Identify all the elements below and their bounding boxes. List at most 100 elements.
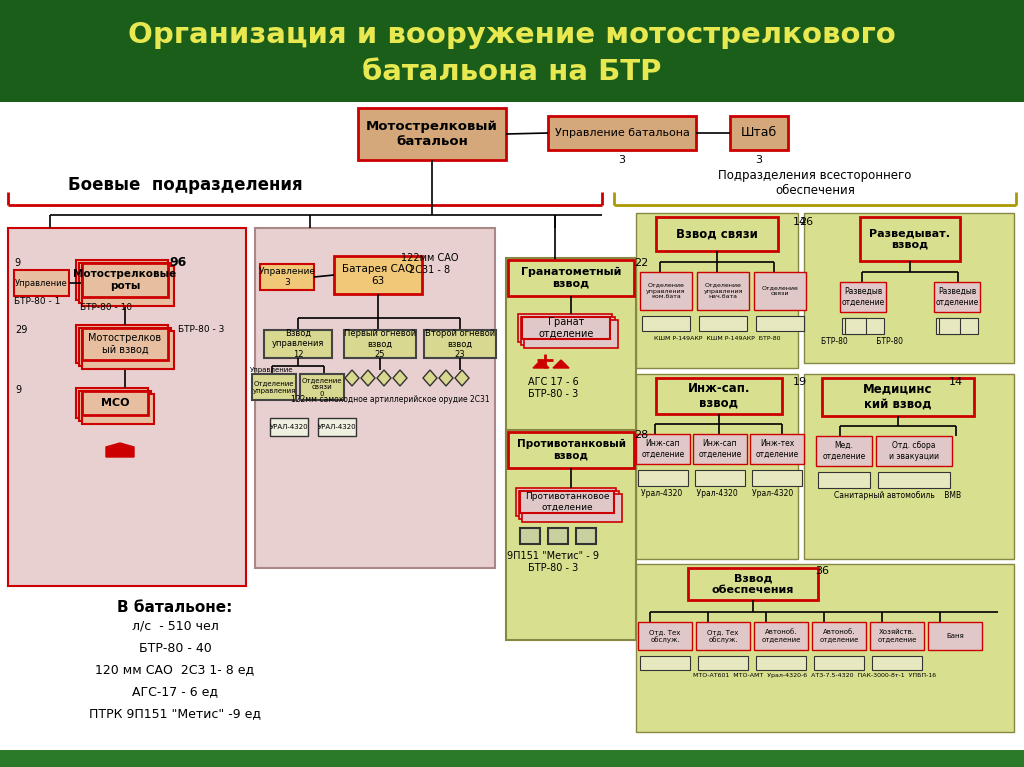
Text: АГС-17 - 6 ед: АГС-17 - 6 ед bbox=[132, 686, 218, 699]
Text: Взвод связи: Взвод связи bbox=[676, 228, 758, 241]
Text: батальона на БТР: батальона на БТР bbox=[362, 58, 662, 86]
Bar bbox=[522, 494, 622, 522]
Text: Инж-сап
отделение: Инж-сап отделение bbox=[641, 439, 685, 459]
Polygon shape bbox=[553, 360, 569, 368]
Bar bbox=[636, 374, 798, 559]
Text: Отделение
связи: Отделение связи bbox=[762, 285, 799, 296]
Bar bbox=[695, 470, 745, 486]
Bar bbox=[636, 434, 690, 464]
Bar bbox=[508, 432, 634, 468]
Text: БТР-80 - 1: БТР-80 - 1 bbox=[14, 298, 60, 307]
Text: 96: 96 bbox=[169, 256, 186, 269]
Bar bbox=[506, 258, 636, 458]
Bar bbox=[506, 430, 636, 640]
Text: 120 мм САО  2С3 1- 8 ед: 120 мм САО 2С3 1- 8 ед bbox=[95, 663, 255, 676]
Text: Батарея САО
63: Батарея САО 63 bbox=[342, 264, 414, 286]
Polygon shape bbox=[534, 360, 549, 368]
Text: 14: 14 bbox=[949, 377, 963, 387]
Bar bbox=[521, 317, 615, 345]
Text: Штаб: Штаб bbox=[741, 127, 777, 140]
Bar bbox=[260, 264, 314, 290]
Text: Отд. Тех
обслуж.: Отд. Тех обслуж. bbox=[649, 629, 681, 643]
Text: Мотострелков
ый взвод: Мотострелков ый взвод bbox=[88, 333, 162, 355]
Bar bbox=[79, 263, 171, 303]
Bar bbox=[812, 622, 866, 650]
Bar bbox=[82, 394, 154, 424]
Text: Гранат
отделение: Гранат отделение bbox=[539, 318, 594, 339]
Text: КШМ Р-149АКР  КШМ Р-149АКР  БТР-80: КШМ Р-149АКР КШМ Р-149АКР БТР-80 bbox=[653, 335, 780, 341]
Polygon shape bbox=[393, 370, 407, 386]
Bar bbox=[752, 470, 802, 486]
Text: 9П151 "Метис" - 9: 9П151 "Метис" - 9 bbox=[507, 551, 599, 561]
Text: В батальоне:: В батальоне: bbox=[118, 600, 232, 614]
Text: 3: 3 bbox=[618, 155, 626, 165]
Text: Противотанковое
отделение: Противотанковое отделение bbox=[524, 492, 609, 512]
Bar bbox=[697, 272, 749, 310]
Polygon shape bbox=[939, 318, 961, 334]
Text: Мотострелковый
батальон: Мотострелковый батальон bbox=[366, 120, 498, 148]
Text: Боевые  подразделения: Боевые подразделения bbox=[68, 176, 302, 194]
Bar bbox=[872, 656, 922, 670]
Text: Урал-4320      Урал-4320      Урал-4320: Урал-4320 Урал-4320 Урал-4320 bbox=[641, 489, 794, 499]
Bar bbox=[842, 318, 884, 334]
Bar bbox=[82, 328, 168, 360]
Bar bbox=[804, 213, 1014, 363]
Bar bbox=[816, 436, 872, 466]
Bar bbox=[636, 564, 1014, 732]
Text: Отд. сбора
и эвакуации: Отд. сбора и эвакуации bbox=[889, 441, 939, 461]
Text: БТР-80 - 10: БТР-80 - 10 bbox=[80, 304, 132, 312]
Bar bbox=[79, 328, 171, 366]
Bar bbox=[804, 374, 1014, 559]
Polygon shape bbox=[106, 443, 134, 457]
Text: Мед.
отделение: Мед. отделение bbox=[822, 441, 865, 461]
Text: МСО: МСО bbox=[100, 398, 129, 408]
Bar bbox=[730, 116, 788, 150]
Text: 26: 26 bbox=[799, 217, 813, 227]
Text: Управление батальона: Управление батальона bbox=[555, 128, 689, 138]
Text: Второй огневой
взвод
23: Второй огневой взвод 23 bbox=[425, 329, 495, 359]
Polygon shape bbox=[423, 370, 437, 386]
Polygon shape bbox=[455, 370, 469, 386]
Text: Организация и вооружение мотострелкового: Организация и вооружение мотострелкового bbox=[128, 21, 896, 49]
Text: Автоноб.
отделение: Автоноб. отделение bbox=[761, 630, 801, 643]
Text: Противотанковый
взвод: Противотанковый взвод bbox=[516, 439, 626, 461]
Polygon shape bbox=[361, 370, 375, 386]
Text: Отд. Тех
обслуж.: Отд. Тех обслуж. bbox=[708, 629, 738, 643]
Text: 28: 28 bbox=[634, 430, 648, 440]
Bar bbox=[754, 272, 806, 310]
Bar bbox=[520, 491, 614, 513]
Bar bbox=[334, 256, 422, 294]
Text: БТР-80 - 3: БТР-80 - 3 bbox=[528, 563, 579, 573]
Bar bbox=[688, 568, 818, 600]
Text: БТР-80 - 40: БТР-80 - 40 bbox=[138, 641, 211, 654]
Bar bbox=[82, 266, 174, 306]
Bar bbox=[520, 528, 540, 544]
Text: ПТРК 9П151 "Метис" -9 ед: ПТРК 9П151 "Метис" -9 ед bbox=[89, 707, 261, 720]
Bar bbox=[640, 656, 690, 670]
Text: Разведыв
отделение: Разведыв отделение bbox=[842, 288, 885, 307]
Bar bbox=[636, 213, 798, 368]
Bar bbox=[656, 217, 778, 251]
Bar bbox=[79, 391, 151, 421]
Bar bbox=[82, 391, 148, 415]
Bar bbox=[82, 263, 168, 297]
Text: 22: 22 bbox=[634, 258, 648, 268]
Text: 122мм самоходное артиллерийское орудие 2С31: 122мм самоходное артиллерийское орудие 2… bbox=[291, 396, 489, 404]
Text: Санитарный автомобиль    ВМВ: Санитарный автомобиль ВМВ bbox=[835, 492, 962, 501]
Bar bbox=[754, 622, 808, 650]
Bar bbox=[756, 656, 806, 670]
Text: МТО-АТ601  МТО-АМТ  Урал-4320-6  АТЗ-7.5-4320  ПАК-3000-8т-1  УПБП-16: МТО-АТ601 МТО-АМТ Урал-4320-6 АТЗ-7.5-43… bbox=[693, 673, 937, 679]
Bar bbox=[934, 282, 980, 312]
Bar bbox=[698, 656, 748, 670]
Bar bbox=[270, 418, 308, 436]
Bar bbox=[522, 317, 610, 339]
Bar bbox=[656, 378, 782, 414]
Text: 9: 9 bbox=[14, 258, 20, 268]
Bar bbox=[344, 330, 416, 358]
Text: Баня: Баня bbox=[946, 633, 964, 639]
Bar bbox=[508, 260, 634, 296]
Bar bbox=[255, 228, 495, 568]
Bar bbox=[548, 528, 568, 544]
Bar bbox=[0, 0, 1024, 102]
Bar bbox=[82, 331, 174, 369]
